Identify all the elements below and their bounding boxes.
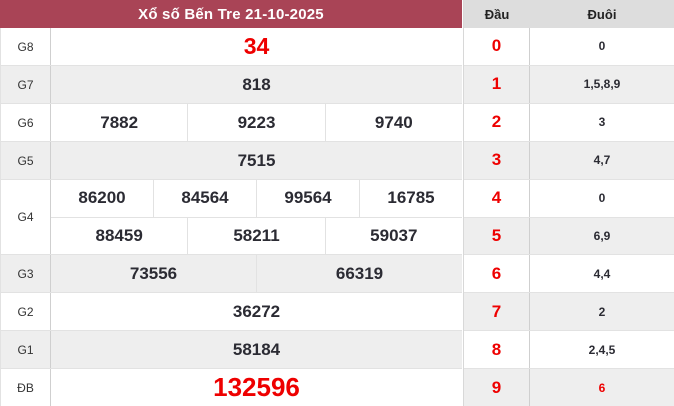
prize-number: 34 — [243, 33, 270, 59]
summary-head-digit: 9 — [464, 369, 530, 406]
summary-head-digit: 5 — [464, 217, 530, 255]
prize-number-line: 58184 — [51, 331, 462, 368]
prize-number: 9223 — [188, 104, 326, 141]
prize-number-group: 86200 84564 99564 16785 88459 58211 59037 — [51, 180, 462, 254]
prize-label: G8 — [1, 28, 51, 65]
prize-number: 84564 — [154, 180, 257, 217]
prize-row: ĐB 132596 — [1, 369, 462, 406]
summary-head-digit: 6 — [464, 255, 530, 293]
prize-number: 16785 — [387, 188, 435, 208]
prize-number: 9740 — [374, 112, 413, 132]
prize-number: 58211 — [188, 217, 326, 254]
prize-number-line: 7515 — [51, 142, 462, 179]
prize-number-group: 34 — [51, 28, 462, 65]
summary-row: 8 2,4,5 — [464, 331, 674, 370]
prize-number: 86200 — [51, 180, 154, 217]
prize-number-line: 86200 84564 99564 16785 — [51, 180, 462, 217]
prize-number-group: 818 — [51, 66, 462, 103]
prize-number-line: 34 — [51, 28, 462, 65]
prize-number: 66319 — [335, 263, 384, 283]
prize-row: G4 86200 84564 99564 16785 88459 58211 59037 — [1, 180, 462, 255]
prize-number-line: 818 — [51, 66, 462, 103]
summary-tail-digits: 3 — [598, 115, 606, 130]
prize-number: 818 — [242, 74, 271, 94]
prize-row: G8 34 — [1, 28, 462, 66]
summary-row: 6 4,4 — [464, 255, 674, 294]
prize-number-group: 36272 — [51, 293, 462, 330]
prize-number-line: 36272 — [51, 293, 462, 330]
prize-label: G6 — [1, 104, 51, 141]
prize-label: G1 — [1, 331, 51, 368]
summary-row: 3 4,7 — [464, 141, 674, 180]
prize-number: 73556 — [51, 255, 257, 292]
prize-label: G2 — [1, 293, 51, 330]
prize-number: 36272 — [232, 301, 281, 321]
summary-head-column-header: Đầu — [484, 6, 510, 22]
prize-number-line: 7882 9223 9740 — [51, 104, 462, 141]
prize-number-group: 7882 9223 9740 — [51, 104, 462, 141]
summary-head-digit: 0 — [464, 28, 530, 65]
summary-row: 1 1,5,8,9 — [464, 65, 674, 104]
summary-table: 0 0 1 1,5,8,9 2 3 3 4,7 4 0 5 6,9 6 4,4 7 2 8 2,4,5 9 6 — [464, 28, 674, 406]
summary-tail-digits: 4,7 — [593, 153, 611, 168]
summary-header-row: Đầu Đuôi — [464, 0, 674, 28]
summary-tail-digits: 4,4 — [593, 266, 611, 281]
summary-head-digit: 2 — [464, 103, 530, 141]
prize-row: G1 58184 — [1, 331, 462, 369]
prize-label: G5 — [1, 142, 51, 179]
summary-head-digit: 4 — [464, 179, 530, 217]
prize-number: 7882 — [51, 104, 189, 141]
prize-label: G7 — [1, 66, 51, 103]
head-tail-summary-panel: Đầu Đuôi 0 0 1 1,5,8,9 2 3 3 4,7 4 0 5 6,9 6 4,4 7 2 8 2,… — [463, 0, 674, 406]
prize-number-line: 132596 — [51, 369, 462, 406]
prize-number-group: 58184 — [51, 331, 462, 368]
summary-tail-digits: 0 — [598, 191, 606, 206]
summary-head-digit: 3 — [464, 141, 530, 179]
results-panel: Xổ số Bến Tre 21-10-2025 G8 34 G7 818 G6 7882… — [0, 0, 463, 406]
results-title: Xổ số Bến Tre 21-10-2025 — [0, 0, 462, 28]
prize-row: G5 7515 — [1, 142, 462, 180]
summary-tail-digits: 6,9 — [593, 228, 611, 243]
prize-number-group: 73556 66319 — [51, 255, 462, 292]
prize-number: 7515 — [237, 150, 276, 170]
summary-row: 5 6,9 — [464, 217, 674, 256]
summary-tail-digits: 6 — [598, 380, 606, 395]
results-table: G8 34 G7 818 G6 7882 9223 9740 G5 7515 G4 86200 8456… — [0, 28, 462, 406]
prize-number-line: 88459 58211 59037 — [51, 216, 462, 254]
summary-tail-digits: 2 — [598, 304, 606, 319]
summary-tail-digits: 2,4,5 — [588, 342, 616, 357]
prize-label: G4 — [1, 180, 51, 254]
prize-number-group: 7515 — [51, 142, 462, 179]
prize-row: G7 818 — [1, 66, 462, 104]
summary-tail-column-header: Đuôi — [587, 6, 617, 22]
prize-number-line: 73556 66319 — [51, 255, 462, 292]
summary-head-digit: 7 — [464, 293, 530, 331]
prize-label: ĐB — [1, 369, 51, 406]
prize-number: 99564 — [257, 180, 360, 217]
summary-head-digit: 8 — [464, 331, 530, 369]
summary-tail-digits: 0 — [598, 39, 606, 54]
prize-number: 132596 — [213, 372, 300, 402]
prize-number: 58184 — [232, 339, 281, 359]
summary-tail-digits: 1,5,8,9 — [583, 77, 621, 92]
prize-number: 59037 — [370, 225, 418, 245]
prize-row: G3 73556 66319 — [1, 255, 462, 293]
prize-row: G6 7882 9223 9740 — [1, 104, 462, 142]
prize-row: G2 36272 — [1, 293, 462, 331]
prize-number-group: 132596 — [51, 369, 462, 406]
prize-label: G3 — [1, 255, 51, 292]
summary-head-digit: 1 — [464, 65, 530, 103]
prize-number: 88459 — [51, 217, 189, 254]
